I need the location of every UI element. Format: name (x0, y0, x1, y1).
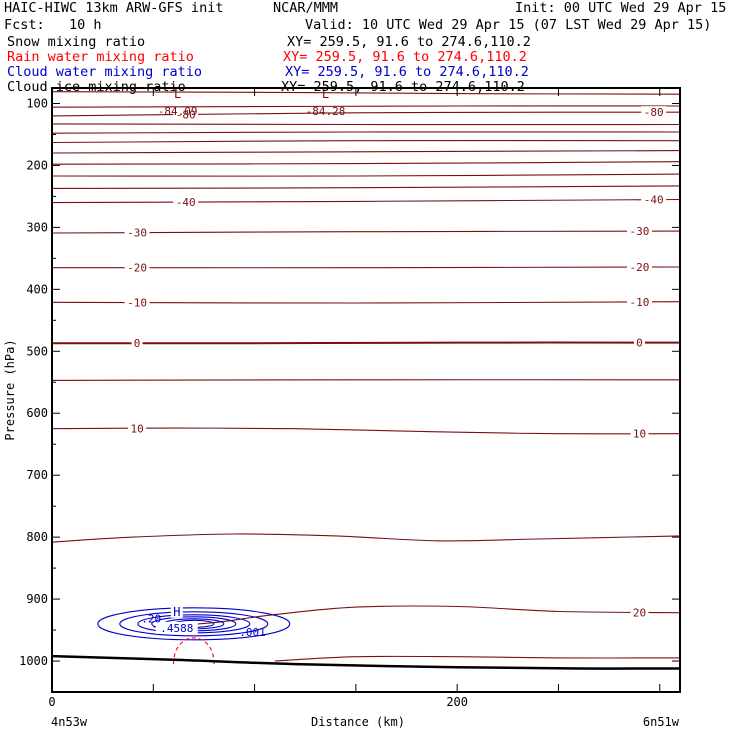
temperature-contour (274, 655, 680, 662)
contour-label-bg (626, 225, 652, 238)
temperature-contour-label: -20 (630, 261, 650, 274)
cloud-water-contour (97, 607, 291, 641)
low-value: -84.28 (306, 105, 346, 118)
temperature-contour-label: -10 (127, 297, 147, 310)
contour-label-bg (641, 193, 667, 206)
temperature-contour (52, 123, 680, 126)
right-endpoint-label: 6n51w (643, 715, 680, 729)
temperature-contour-label: -40 (644, 194, 664, 207)
contour-label-bg (630, 427, 649, 440)
contour-label-bg (626, 261, 652, 274)
contour-label-bg (124, 261, 150, 274)
x-tick-label: 0 (48, 695, 55, 709)
temperature-contour-label: -80 (644, 106, 664, 119)
temperature-contour-label: -80 (176, 109, 196, 122)
cloud-water-contour (119, 611, 269, 637)
temperature-contour (52, 150, 680, 154)
temperature-contour (52, 131, 680, 134)
cloud-water-max-value: .4588 (160, 622, 193, 635)
contour-label-bg (131, 337, 143, 350)
contour-label-bg (626, 295, 652, 308)
temperature-contour (52, 427, 680, 435)
cloud-water-side-label: .20 (141, 613, 161, 626)
terrain-line (52, 654, 680, 670)
temperature-contour (52, 91, 680, 95)
temperature-contour (52, 341, 680, 345)
y-tick-label: 400 (26, 282, 48, 296)
y-tick-label: 100 (26, 96, 48, 110)
temperature-contour-label: 10 (130, 422, 143, 435)
y-tick-label: 1000 (19, 654, 48, 668)
field-name-rain: Rain water mixing ratio (7, 49, 194, 65)
temperature-contour (52, 173, 680, 177)
field-xy-cloud-water: XY= 259.5, 91.6 to 274.6,110.2 (285, 64, 529, 80)
temperature-contour (52, 161, 680, 165)
temperature-contour (52, 533, 680, 543)
contour-label-bg (641, 106, 667, 119)
y-tick-label: 700 (26, 468, 48, 482)
temperature-contour (52, 139, 680, 144)
low-marker: L (322, 87, 329, 101)
temperature-contour-label: 0 (636, 337, 643, 350)
plot-frame (51, 87, 681, 693)
init-time: Init: 00 UTC Wed 29 Apr 15 (515, 0, 727, 16)
temperature-contour (52, 111, 680, 117)
contour-label-bg (633, 336, 645, 349)
x-tick-label: 200 (446, 695, 468, 709)
field-xy-rain: XY= 259.5, 91.6 to 274.6,110.2 (283, 49, 527, 65)
rain-water-contour (172, 637, 215, 665)
y-tick-label: 600 (26, 406, 48, 420)
temperature-contour (52, 198, 680, 204)
temperature-contour-label: 20 (633, 606, 646, 619)
contour-label-bg (173, 108, 199, 121)
y-tick-label: 300 (26, 220, 48, 234)
y-tick-label: 800 (26, 530, 48, 544)
low-value: -84.09 (158, 105, 198, 118)
y-tick-label: 500 (26, 344, 48, 358)
contour-label-bg (124, 226, 150, 239)
temperature-contour-label: -10 (630, 296, 650, 309)
field-name-snow: Snow mixing ratio (7, 34, 146, 50)
y-tick-label: 900 (26, 592, 48, 606)
temperature-contour-label: -40 (176, 196, 196, 209)
temperature-contour (52, 185, 680, 189)
y-tick-label: 200 (26, 158, 48, 172)
temperature-contour-label: -30 (630, 225, 650, 238)
temperature-contour-label: 0 (134, 337, 141, 350)
temperature-contour-label: -30 (127, 227, 147, 240)
y-axis-label: Pressure (hPa) (3, 339, 17, 440)
x-axis-label: Distance (km) (311, 715, 405, 729)
model-title: HAIC-HIWC 13km ARW-GFS init (4, 0, 224, 16)
forecast-hour: Fcst: 10 h (4, 17, 102, 33)
temperature-contour-label: 10 (633, 428, 646, 441)
contour-label-bg (128, 422, 147, 435)
cloud-water-max-marker: H (173, 605, 180, 619)
left-endpoint-label: 4n53w (51, 715, 88, 729)
cloud-max-value-bg (155, 621, 198, 634)
field-name-cloud-water: Cloud water mixing ratio (7, 64, 203, 80)
contour-label-bg (124, 296, 150, 309)
valid-time: Valid: 10 UTC Wed 29 Apr 15 (07 LST Wed … (305, 17, 712, 33)
temperature-contour-label: -20 (127, 262, 147, 275)
temperature-contour (52, 379, 680, 381)
cloud-water-contour-label: .001 (239, 626, 266, 639)
low-marker: L (174, 87, 181, 101)
cloud-max-label-bg (170, 605, 183, 618)
contour-label-bg (630, 606, 649, 619)
temperature-contour (52, 105, 680, 108)
center-label: NCAR/MMM (273, 0, 339, 16)
contour-label-bg (173, 196, 199, 209)
field-xy-snow: XY= 259.5, 91.6 to 274.6,110.2 (287, 34, 531, 50)
